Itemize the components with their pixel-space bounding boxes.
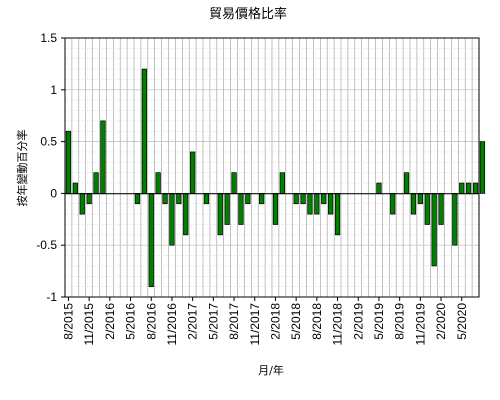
x-tick-label: 2/2016	[103, 303, 117, 340]
y-tick-label: -1	[46, 290, 57, 304]
x-tick-label: 11/2016	[165, 303, 179, 346]
bar-7/2019	[390, 193, 396, 215]
y-tick-label: -0.5	[36, 238, 57, 252]
bar-1/2020	[431, 193, 437, 267]
bars	[65, 68, 486, 287]
bar-7/2018	[307, 193, 313, 215]
y-tick-label: 1	[50, 83, 57, 97]
x-tick-label: 2/2018	[268, 303, 282, 340]
bar-2/2017	[190, 151, 196, 194]
bar-12/2016	[176, 193, 182, 205]
bar-9/2018	[321, 193, 327, 205]
bar-3/2018	[279, 172, 285, 194]
x-tick-label: 11/2015	[82, 303, 96, 346]
x-tick-label: 5/2019	[372, 303, 386, 340]
bar-7/2016	[141, 68, 147, 194]
y-tick-label: 0	[50, 186, 57, 200]
bar-6/2018	[300, 193, 306, 205]
x-axis-title: 月/年	[258, 363, 284, 377]
bar-9/2017	[238, 193, 244, 225]
bar-5/2019	[376, 182, 382, 194]
bar-4/2020	[452, 193, 458, 246]
x-tick-label: 11/2019	[413, 303, 427, 346]
bar-6/2016	[134, 193, 141, 205]
bar-10/2018	[328, 193, 334, 215]
bar-1/2017	[183, 193, 189, 236]
gridlines	[65, 37, 479, 298]
x-tick-label: 8/2019	[393, 303, 407, 340]
bar-11/2019	[417, 193, 423, 205]
bar-2/2018	[272, 193, 279, 225]
x-tick-label: 2/2020	[434, 303, 448, 340]
bar-6/2017	[217, 193, 223, 236]
bar-7/2017	[224, 193, 230, 225]
x-tick-label: 8/2017	[227, 303, 241, 340]
bar-4/2017	[203, 193, 210, 205]
x-tick-label: 5/2017	[206, 303, 220, 340]
bar-11/2015	[86, 193, 92, 205]
bar-9/2016	[155, 172, 161, 194]
y-axis: 1.5 1 0.5 0 -0.5 -1	[36, 31, 65, 304]
x-tick-label: 11/2018	[331, 303, 345, 346]
x-tick-label: 5/2018	[289, 303, 303, 340]
x-tick-label: 5/2016	[124, 303, 138, 340]
bar-2/2020	[438, 193, 444, 225]
bar-9/2019	[403, 172, 410, 194]
bar-1/2016	[100, 120, 106, 194]
bar-8/2018	[314, 193, 320, 215]
y-axis-title: 按年變動百分率	[15, 130, 29, 207]
bar-10/2016	[162, 193, 168, 205]
bar-11/2016	[169, 193, 175, 246]
bar-9/2015	[72, 182, 78, 194]
bar-8/2016	[148, 193, 154, 287]
plot-frame	[64, 37, 480, 298]
x-tick-label: 8/2018	[310, 303, 324, 340]
bar-8/2017	[231, 172, 237, 194]
x-axis: 8/2015 11/2015 2/2016 5/2016 8/2016 11/2016 2/…	[61, 297, 469, 346]
x-tick-label: 8/2015	[61, 303, 75, 340]
bar-12/2017	[259, 193, 265, 205]
bar-10/2019	[410, 193, 417, 215]
bar-10/2017	[245, 193, 251, 205]
x-tick-label: 2/2019	[351, 303, 365, 340]
chart-title: 貿易價格比率	[209, 6, 287, 22]
bar-undefined	[479, 141, 486, 194]
bar-6/2020	[466, 182, 472, 194]
bar-12/2019	[424, 193, 430, 225]
bar-8/2015	[65, 130, 72, 194]
x-tick-label: 8/2016	[144, 303, 158, 340]
bar-12/2015	[93, 172, 99, 194]
bar-5/2018	[293, 193, 299, 205]
x-tick-label: 2/2017	[186, 303, 200, 340]
x-tick-label: 5/2020	[455, 303, 469, 340]
y-tick-label: 0.5	[40, 135, 57, 149]
y-tick-label: 1.5	[40, 31, 57, 45]
bar-7/2020	[472, 182, 479, 194]
bar-10/2015	[79, 193, 85, 215]
bar-5/2020	[459, 182, 465, 194]
bar-11/2018	[334, 193, 341, 236]
x-tick-label: 11/2017	[248, 303, 262, 346]
